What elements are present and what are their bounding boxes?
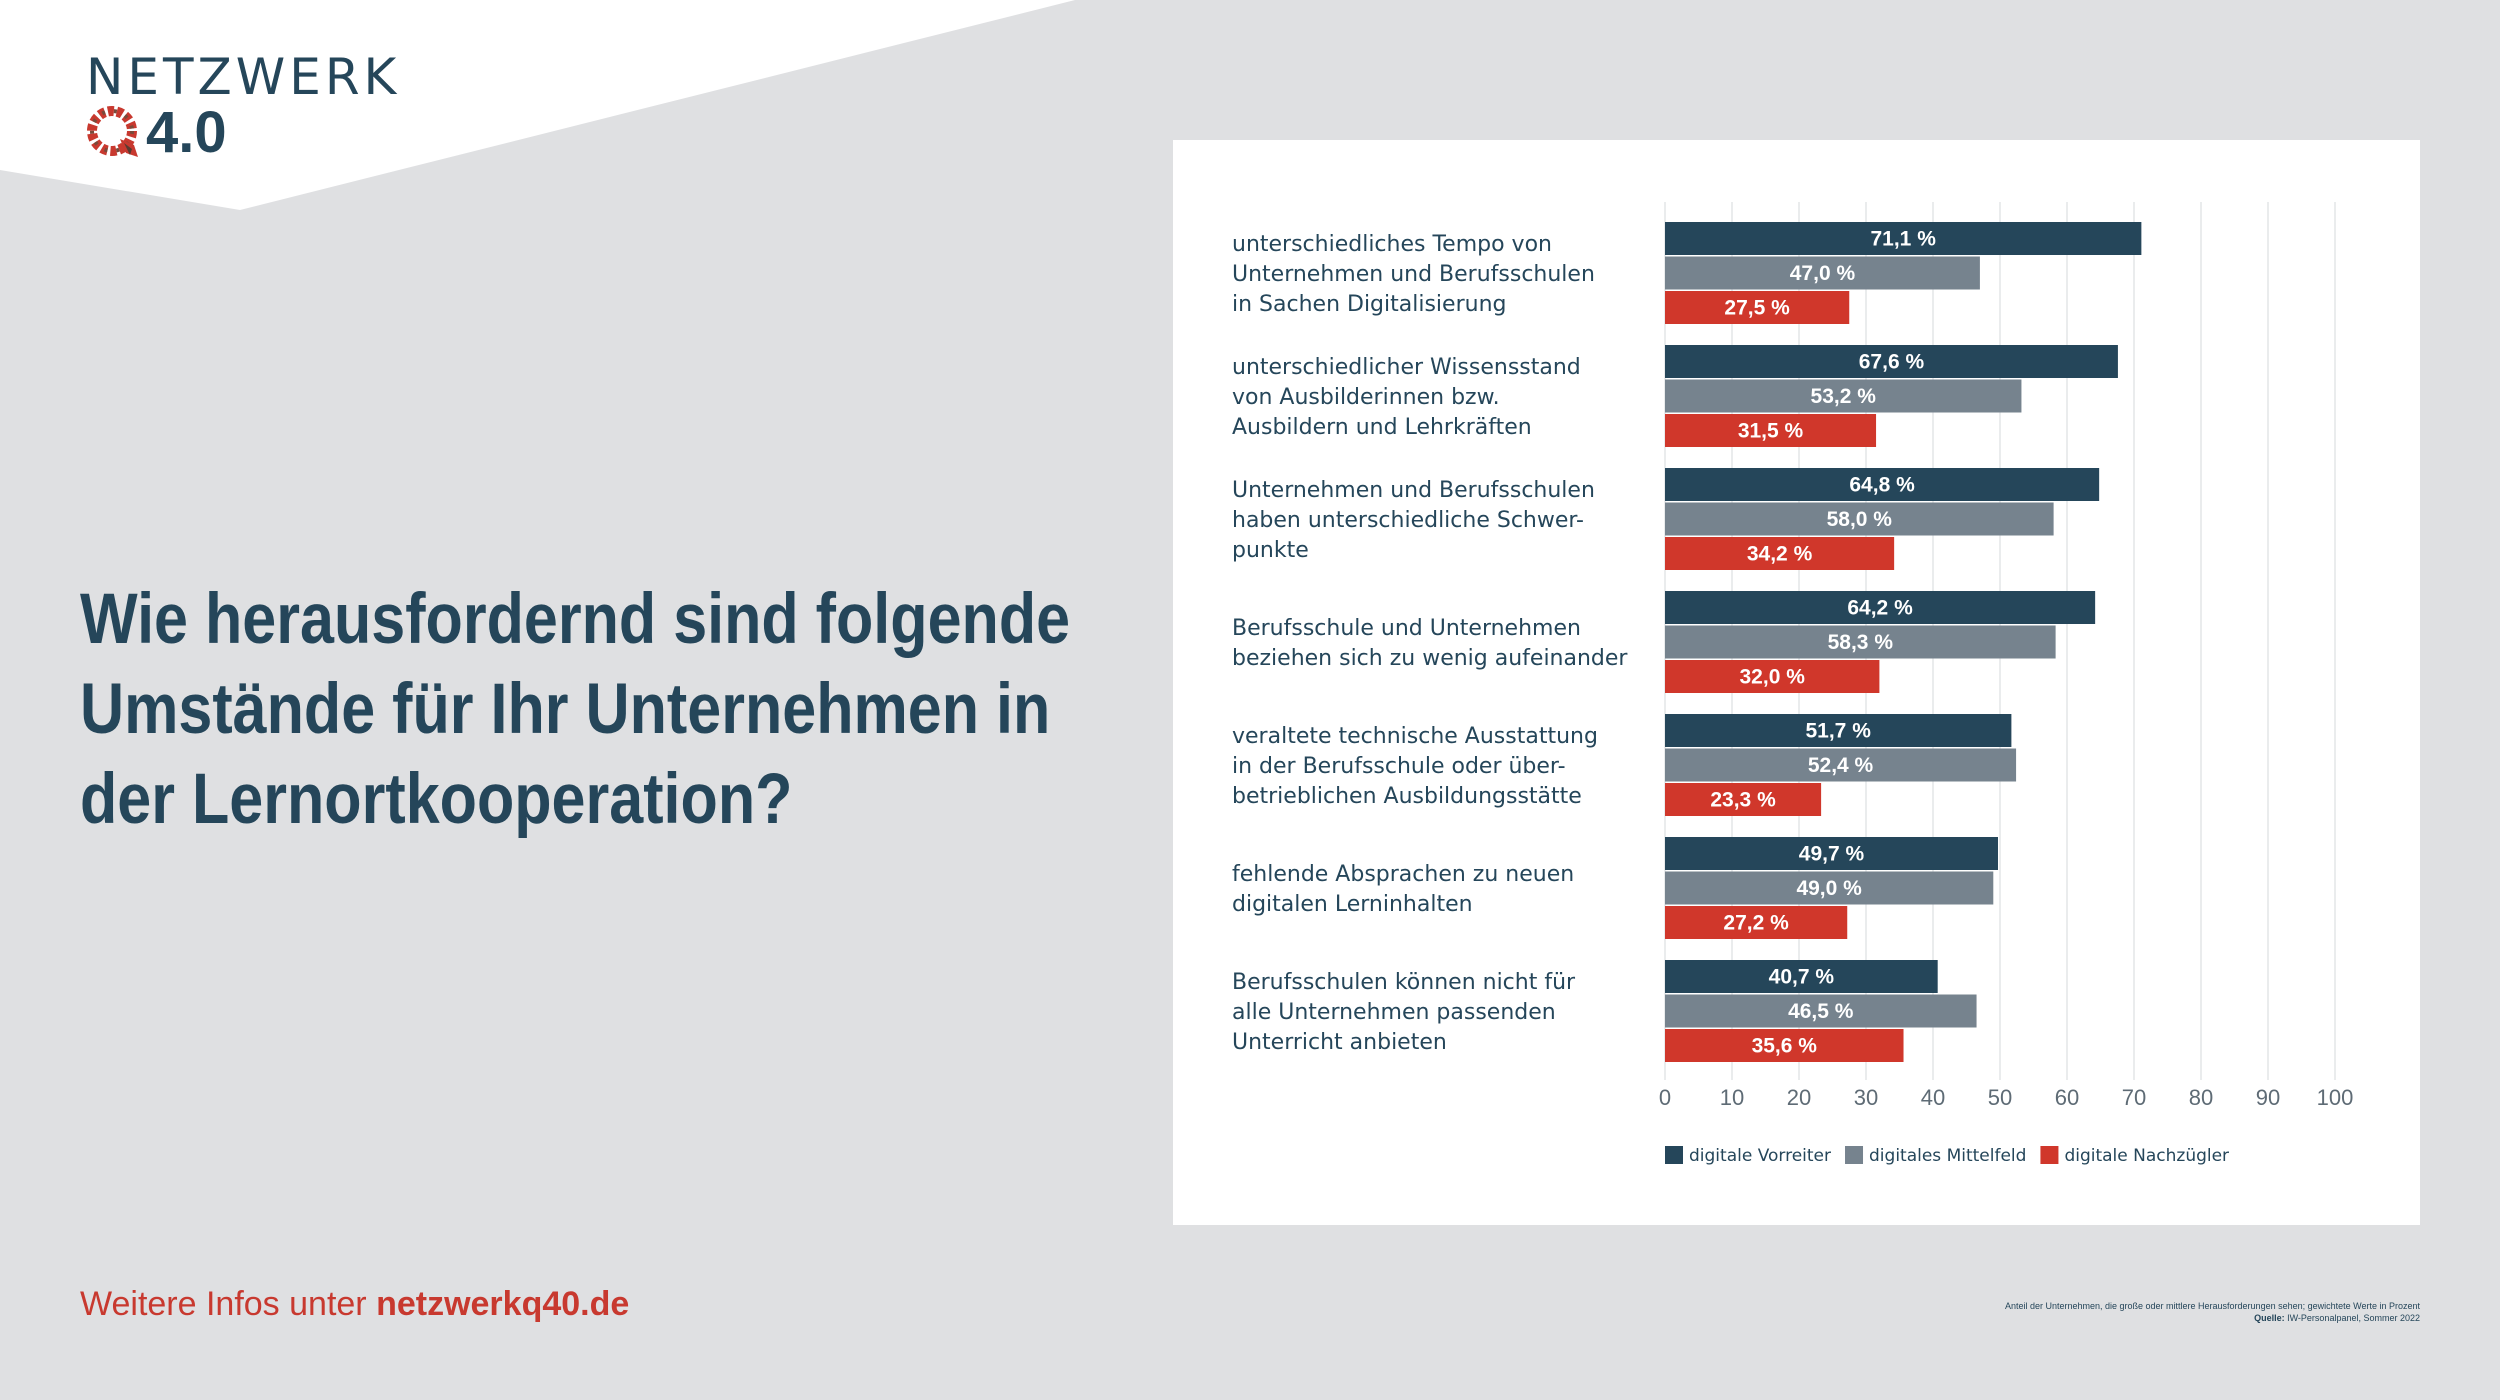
category-label: veraltete technische Ausstattung bbox=[1232, 724, 1598, 749]
data-label: 52,4 % bbox=[1808, 754, 1874, 777]
website-link[interactable]: netzwerkq40.de bbox=[376, 1285, 630, 1323]
category-label: digitalen Lerninhalten bbox=[1232, 892, 1473, 917]
data-label: 49,0 % bbox=[1796, 877, 1862, 900]
data-label: 23,3 % bbox=[1710, 789, 1776, 812]
x-tick-label: 10 bbox=[1720, 1085, 1744, 1110]
bar bbox=[1665, 660, 1880, 693]
data-label: 51,7 % bbox=[1805, 720, 1871, 743]
bar bbox=[1665, 906, 1848, 939]
bar bbox=[1665, 414, 1877, 447]
category-label: Berufsschulen können nicht für bbox=[1232, 970, 1576, 995]
bar bbox=[1665, 783, 1822, 816]
bar bbox=[1665, 256, 1980, 290]
bar bbox=[1665, 291, 1850, 324]
legend-label: digitales Mittelfeld bbox=[1869, 1146, 2026, 1166]
data-label: 67,6 % bbox=[1859, 351, 1925, 374]
category-label: Unternehmen und Berufsschulen bbox=[1232, 262, 1595, 287]
page-headline: Wie herausfordernd sind folgende Umständ… bbox=[80, 575, 1071, 845]
data-label: 27,5 % bbox=[1724, 297, 1790, 320]
data-label: 58,0 % bbox=[1827, 508, 1893, 531]
source-citation: Quelle: IW-Personalpanel, Sommer 2022 bbox=[2005, 1312, 2420, 1324]
logo-number: 4.0 bbox=[146, 100, 227, 165]
legend-label: digitale Vorreiter bbox=[1689, 1146, 1831, 1166]
data-label: 32,0 % bbox=[1740, 666, 1806, 689]
bar bbox=[1665, 871, 1994, 905]
source-text: IW-Personalpanel, Sommer 2022 bbox=[2284, 1313, 2420, 1323]
bar bbox=[1665, 379, 2022, 413]
legend-swatch bbox=[1665, 1146, 1683, 1164]
category-label: alle Unternehmen passenden bbox=[1232, 1000, 1556, 1025]
data-label: 64,8 % bbox=[1849, 474, 1915, 497]
footer-prefix: Weitere Infos unter bbox=[80, 1285, 377, 1323]
bar bbox=[1665, 625, 2056, 659]
data-label: 31,5 % bbox=[1738, 420, 1804, 443]
legend-swatch bbox=[2040, 1146, 2059, 1164]
bar-chart: 0 10 20 30 40 50 60 70 80 90 100 71,1 % 47,0 %27,5 %… bbox=[1232, 202, 2354, 1166]
legend-swatch bbox=[1845, 1146, 1864, 1164]
data-label: 53,2 % bbox=[1811, 385, 1877, 408]
source-note: Anteil der Unternehmen, die große oder m… bbox=[2005, 1300, 2420, 1324]
bar bbox=[1665, 345, 2118, 378]
x-tick-label: 90 bbox=[2256, 1085, 2280, 1110]
headline-line: der Lernortkooperation? bbox=[80, 760, 793, 839]
data-label: 49,7 % bbox=[1799, 843, 1865, 866]
bar bbox=[1665, 994, 1977, 1028]
category-label: betrieblichen Ausbildungsstätte bbox=[1232, 784, 1582, 809]
x-tick-label: 30 bbox=[1854, 1085, 1878, 1110]
x-tick-label: 20 bbox=[1787, 1085, 1811, 1110]
data-label: 71,1 % bbox=[1870, 228, 1936, 251]
category-label: Unterricht anbieten bbox=[1232, 1030, 1447, 1055]
brand-logo[interactable]: NETZWERK 4.0 bbox=[86, 52, 400, 162]
bar bbox=[1665, 222, 2142, 255]
source-description: Anteil der Unternehmen, die große oder m… bbox=[2004, 1301, 2420, 1311]
bar bbox=[1665, 502, 2054, 536]
bar bbox=[1665, 714, 2012, 747]
category-label: punkte bbox=[1232, 538, 1309, 563]
category-label: Berufsschule und Unternehmen bbox=[1232, 616, 1581, 641]
category-label: unterschiedliches Tempo von bbox=[1232, 232, 1552, 257]
headline-line: Wie herausfordernd sind folgende bbox=[80, 580, 1071, 659]
x-tick-label: 100 bbox=[2317, 1085, 2354, 1110]
x-tick-label: 60 bbox=[2055, 1085, 2079, 1110]
category-label: Unternehmen und Berufsschulen bbox=[1232, 478, 1595, 503]
category-label: beziehen sich zu wenig aufeinander bbox=[1232, 646, 1628, 671]
q-logo-icon bbox=[87, 106, 138, 157]
headline-line: Umstände für Ihr Unternehmen in bbox=[80, 670, 1051, 749]
source-label: Quelle: bbox=[2254, 1313, 2285, 1323]
bar bbox=[1665, 591, 2096, 624]
logo-wordmark: NETZWERK bbox=[86, 48, 401, 106]
x-tick-label: 50 bbox=[1988, 1085, 2012, 1110]
x-tick-label: 40 bbox=[1921, 1085, 1945, 1110]
x-tick-label: 80 bbox=[2189, 1085, 2213, 1110]
bar bbox=[1665, 960, 1938, 993]
category-label: in der Berufsschule oder über- bbox=[1232, 754, 1566, 779]
data-label: 27,2 % bbox=[1723, 912, 1789, 935]
bar bbox=[1665, 837, 1998, 870]
category-label: in Sachen Digitalisierung bbox=[1232, 292, 1506, 317]
bar bbox=[1665, 537, 1895, 570]
category-label: von Ausbilderinnen bzw. bbox=[1232, 385, 1500, 410]
data-label: 58,3 % bbox=[1828, 631, 1894, 654]
data-label: 40,7 % bbox=[1769, 966, 1835, 989]
data-label: 46,5 % bbox=[1788, 1000, 1854, 1023]
chart-panel: 0 10 20 30 40 50 60 70 80 90 100 71,1 % 47,0 % 27,5 %… bbox=[1173, 140, 2420, 1225]
x-tick-label: 0 bbox=[1659, 1085, 1671, 1110]
data-label: 35,6 % bbox=[1752, 1035, 1818, 1058]
x-tick-label: 70 bbox=[2122, 1085, 2146, 1110]
bar bbox=[1665, 748, 2017, 782]
data-label: 47,0 % bbox=[1790, 262, 1856, 285]
data-label: 34,2 % bbox=[1747, 543, 1813, 566]
category-label: fehlende Absprachen zu neuen bbox=[1232, 862, 1574, 887]
legend-label: digitale Nachzügler bbox=[2064, 1146, 2229, 1166]
bar bbox=[1665, 468, 2100, 501]
data-label: 64,2 % bbox=[1847, 597, 1913, 620]
category-label: unterschiedlicher Wissensstand bbox=[1232, 355, 1581, 380]
category-label: haben unterschiedliche Schwer- bbox=[1232, 508, 1584, 533]
category-label: Ausbildern und Lehrkräften bbox=[1232, 415, 1532, 440]
bar bbox=[1665, 1029, 1904, 1062]
footer-info: Weitere Infos unter netzwerkq40.de bbox=[80, 1285, 629, 1324]
